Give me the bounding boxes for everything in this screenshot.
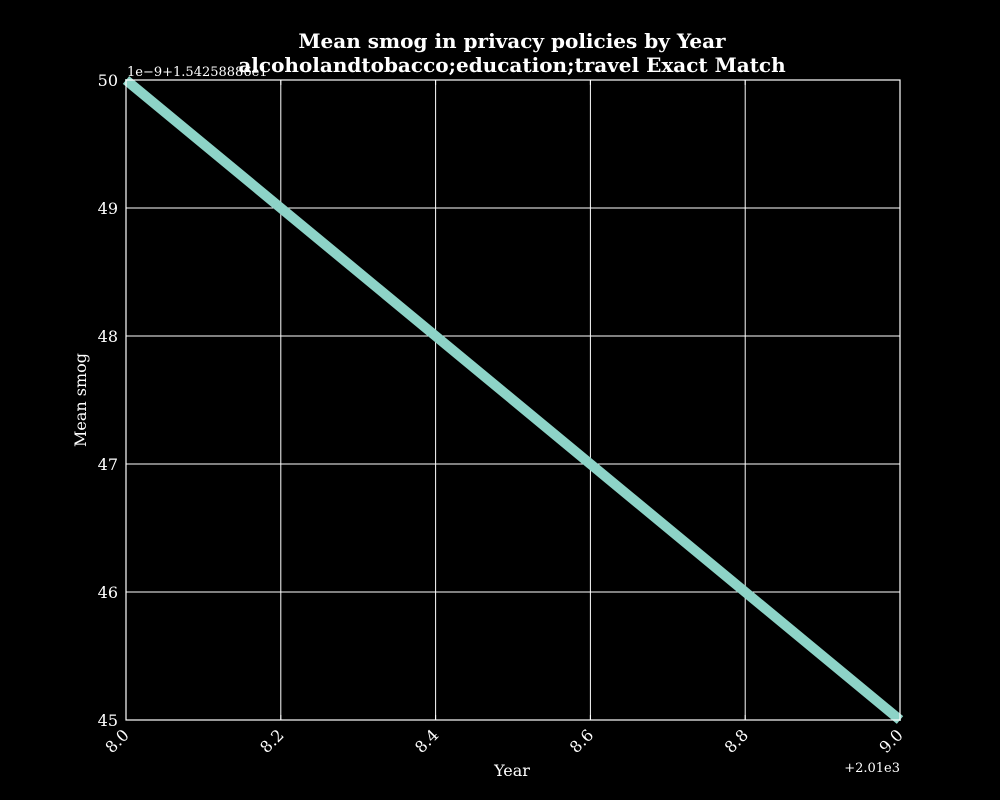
chart-title-line-1: Mean smog in privacy policies by Year <box>298 29 726 53</box>
chart-title-line-2: alcoholandtobacco;education;travel Exact… <box>238 53 786 77</box>
y-tick-label: 46 <box>98 583 118 602</box>
x-axis-offset-label: +2.01e3 <box>844 761 900 776</box>
x-tick-label: 8.6 <box>566 725 597 756</box>
x-tick-label: 8.8 <box>721 725 752 756</box>
y-tick-label: 48 <box>98 327 118 346</box>
y-tick-labels: 45 46 47 48 49 50 <box>98 71 118 730</box>
y-tick-label: 47 <box>98 455 118 474</box>
y-tick-label: 45 <box>98 711 118 730</box>
x-tick-label: 8.2 <box>256 725 287 756</box>
y-axis-label: Mean smog <box>71 353 90 447</box>
plot-area-frame <box>125 79 901 721</box>
series-layer <box>122 76 904 724</box>
x-tick-labels: 8.0 8.2 8.4 8.6 8.8 9.0 <box>101 725 906 756</box>
series-line <box>122 76 904 724</box>
y-axis-offset-label: 1e−9+1.54258886e1 <box>127 65 268 80</box>
x-tick-label: 8.4 <box>411 725 442 756</box>
x-tick-label: 9.0 <box>875 725 906 756</box>
tick-marks <box>125 79 901 721</box>
x-tick-label: 8.0 <box>101 725 132 756</box>
y-tick-label: 50 <box>98 71 118 90</box>
y-tick-label: 49 <box>98 199 118 218</box>
x-axis-label: Year <box>493 761 530 780</box>
